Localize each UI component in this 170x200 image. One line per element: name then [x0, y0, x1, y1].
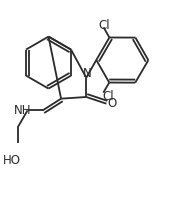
Text: O: O: [108, 97, 117, 110]
Text: NH: NH: [14, 104, 31, 116]
Text: Cl: Cl: [103, 90, 114, 103]
Text: Cl: Cl: [99, 19, 110, 32]
Text: HO: HO: [3, 153, 21, 166]
Text: N: N: [83, 67, 91, 80]
